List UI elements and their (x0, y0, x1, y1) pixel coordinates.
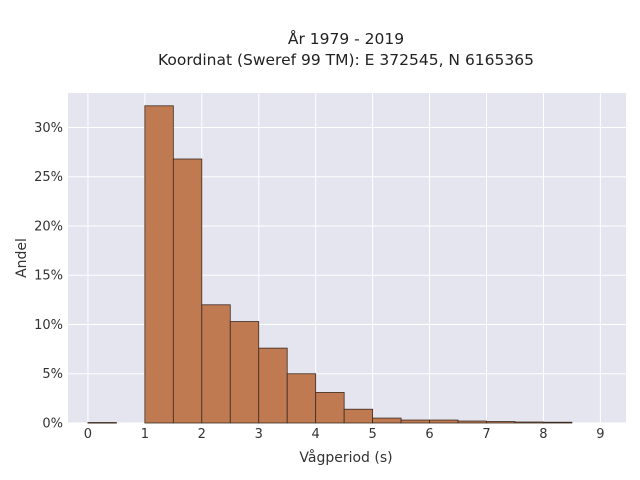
histogram-bar (372, 417, 402, 424)
histogram-bar (144, 105, 174, 424)
y-tick-label: 0% (42, 417, 63, 432)
y-tick-label: 5% (42, 367, 63, 382)
histogram-bar (87, 422, 117, 424)
x-tick-label: 2 (198, 427, 206, 442)
histogram-bar (457, 420, 487, 424)
y-tick-label: 15% (34, 269, 63, 284)
x-tick-label: 3 (255, 427, 263, 442)
x-tick-label: 1 (141, 427, 149, 442)
x-axis-label: Vågperiod (s) (299, 449, 392, 466)
x-tick-label: 0 (84, 427, 92, 442)
histogram-bar (286, 373, 317, 424)
chart-subtitle: Koordinat (Sweref 99 TM): E 372545, N 61… (158, 51, 534, 69)
x-tick-label: 9 (596, 427, 604, 442)
histogram-bar (258, 347, 288, 424)
chart-title: År 1979 - 2019 (287, 30, 405, 48)
x-tick-label: 8 (539, 427, 547, 442)
histogram-bar (400, 419, 430, 424)
histogram-bar (229, 321, 260, 424)
histogram-bar (429, 419, 459, 424)
x-tick-label: 6 (425, 427, 433, 442)
x-tick-labels: 0 1 2 3 4 5 6 7 8 9 (84, 427, 605, 442)
histogram-bar (486, 421, 516, 424)
histogram-bar (201, 304, 231, 424)
x-tick-label: 4 (312, 427, 320, 442)
histogram-bar (315, 392, 345, 424)
histogram-bar (543, 421, 573, 424)
y-tick-label: 10% (34, 318, 63, 333)
histogram-bars (87, 105, 573, 424)
y-tick-label: 25% (34, 170, 63, 185)
x-tick-label: 7 (482, 427, 490, 442)
y-axis-label: Andel (14, 238, 30, 278)
y-tick-labels: 0% 5% 10% 15% 20% 25% 30% (34, 121, 63, 432)
histogram-bar (172, 158, 203, 424)
y-tick-label: 20% (34, 219, 63, 234)
x-tick-label: 5 (368, 427, 376, 442)
histogram-bar (343, 408, 374, 424)
y-tick-label: 30% (34, 121, 63, 136)
histogram-bar (514, 421, 544, 424)
